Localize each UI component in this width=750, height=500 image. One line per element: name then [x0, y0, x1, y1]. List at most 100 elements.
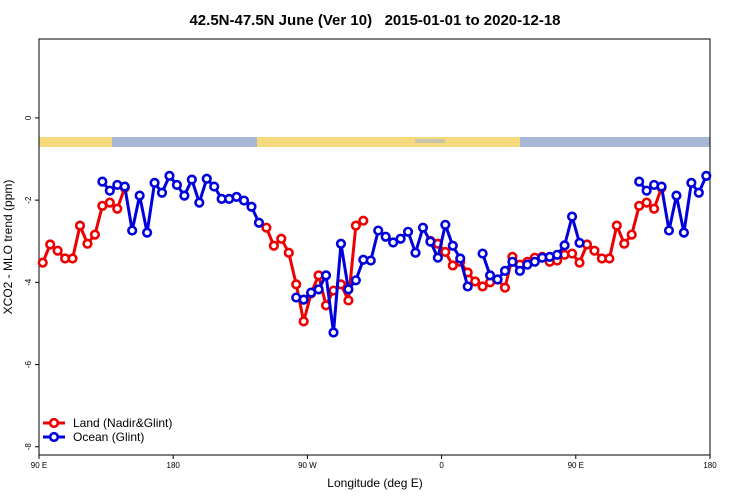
data-point	[238, 195, 250, 206]
data-point	[134, 190, 145, 201]
data-point	[663, 225, 675, 236]
data-point	[246, 201, 257, 212]
data-point	[499, 265, 511, 276]
data-point	[253, 217, 265, 228]
data-point	[186, 174, 197, 185]
x-axis-label: Longitude (deg E)	[327, 476, 422, 490]
data-point	[641, 197, 652, 208]
data-point	[499, 282, 511, 293]
data-point	[89, 229, 101, 240]
data-point	[97, 176, 108, 187]
data-point	[559, 240, 570, 251]
data-point	[477, 281, 488, 292]
data-point	[388, 237, 399, 248]
data-point	[231, 191, 242, 202]
data-point	[574, 237, 585, 248]
data-point	[156, 187, 168, 198]
x-tick-label: 90 E	[568, 461, 584, 470]
data-point	[380, 231, 391, 242]
data-point	[164, 170, 175, 181]
data-point	[470, 276, 481, 287]
y-tick-label: 0	[24, 115, 33, 120]
series-line	[101, 174, 708, 335]
data-point	[514, 265, 525, 276]
data-point	[291, 279, 302, 290]
data-point	[104, 185, 115, 196]
data-point	[82, 238, 93, 249]
x-tick-label: 180	[703, 461, 717, 470]
data-point	[574, 257, 585, 268]
data-point	[261, 222, 272, 233]
data-point	[455, 253, 466, 264]
data-point	[648, 203, 660, 214]
data-point	[373, 225, 384, 236]
y-axis-label: XCO2 - MLO trend (ppm)	[1, 180, 15, 315]
data-point	[529, 256, 540, 267]
data-point	[619, 238, 630, 249]
data-point	[425, 236, 436, 247]
data-point	[112, 203, 123, 214]
legend-marker	[48, 431, 60, 443]
data-point	[320, 270, 332, 281]
data-point	[298, 294, 309, 305]
data-point	[119, 181, 130, 192]
data-point	[209, 181, 220, 192]
y-tick-label: -2	[24, 196, 33, 204]
data-point	[432, 252, 443, 263]
data-point	[440, 219, 451, 230]
data-point	[402, 226, 414, 237]
data-point	[268, 240, 279, 251]
data-point	[417, 222, 429, 233]
data-point	[45, 239, 56, 250]
data-point	[335, 238, 347, 249]
x-tick-label: 180	[167, 461, 181, 470]
data-point	[276, 233, 287, 244]
data-point	[343, 284, 354, 295]
data-point	[298, 316, 309, 327]
x-tick-label: 90 W	[298, 461, 317, 470]
data-point	[492, 274, 503, 285]
data-point	[179, 190, 190, 201]
data-point	[142, 227, 153, 238]
data-point	[693, 187, 704, 198]
data-point	[350, 220, 361, 231]
data-point	[365, 255, 376, 266]
data-point	[477, 248, 488, 259]
data-point	[395, 233, 406, 244]
data-point	[52, 245, 63, 256]
data-point	[328, 327, 339, 338]
data-point	[283, 247, 294, 258]
data-point	[127, 225, 138, 236]
data-point	[678, 227, 690, 238]
data-point	[462, 281, 473, 292]
data-point	[589, 245, 600, 256]
data-point	[686, 177, 697, 188]
data-point	[484, 270, 496, 281]
land-ocean-strip	[39, 137, 710, 147]
data-point	[313, 284, 324, 295]
data-point	[604, 253, 615, 264]
data-point	[350, 275, 361, 286]
data-point	[171, 179, 183, 191]
y-tick-label: -4	[24, 278, 33, 286]
legend-label: Ocean (Glint)	[73, 430, 144, 444]
data-point	[67, 253, 78, 264]
data-point	[566, 248, 578, 259]
data-point	[358, 215, 369, 226]
data-point	[343, 295, 354, 306]
data-point	[611, 220, 622, 231]
legend-label: Land (Nadir&Glint)	[73, 416, 172, 430]
x-tick-label: 0	[439, 461, 444, 470]
y-tick-label: -6	[24, 360, 33, 368]
x-tick-label: 90 E	[31, 461, 47, 470]
data-point	[656, 181, 667, 192]
data-point	[701, 170, 712, 181]
data-point	[194, 197, 205, 208]
data-point	[37, 257, 48, 268]
data-point	[671, 190, 682, 201]
data-point	[566, 211, 578, 222]
chart-title: 42.5N-47.5N June (Ver 10) 2015-01-01 to …	[189, 12, 560, 29]
data-point	[552, 249, 563, 260]
data-point	[507, 256, 518, 267]
